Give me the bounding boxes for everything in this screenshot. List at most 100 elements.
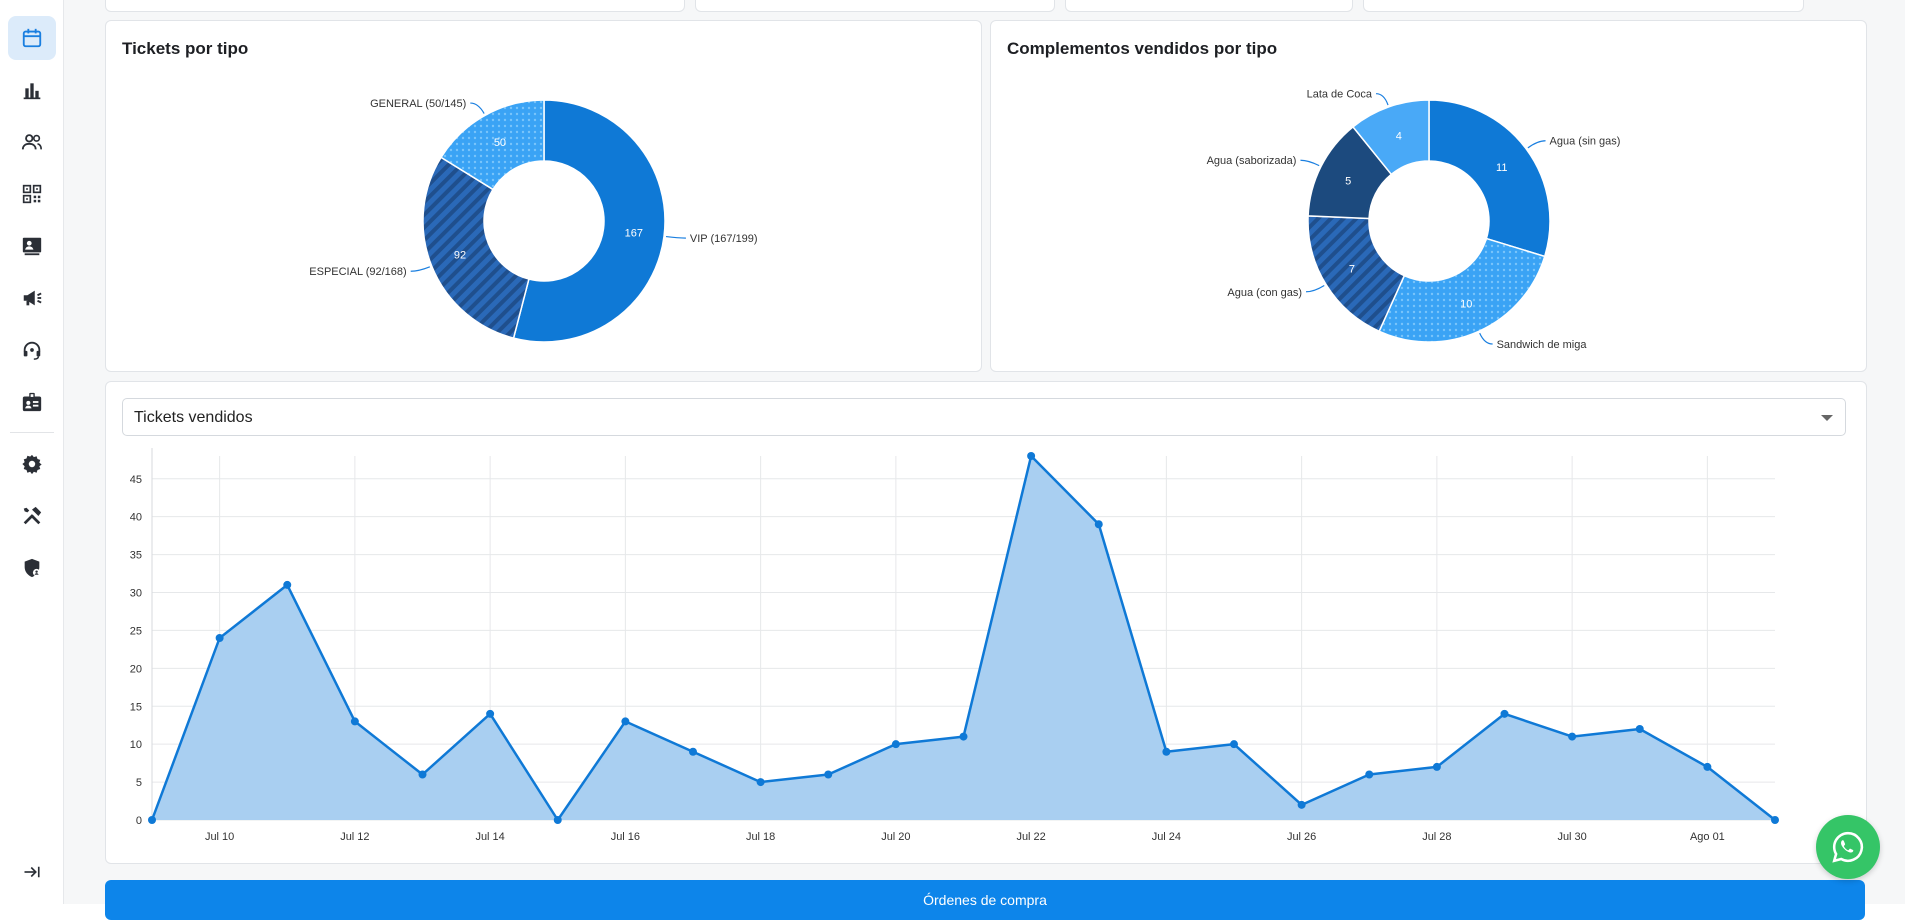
sidebar-item-users[interactable] — [8, 120, 56, 164]
badge-icon — [22, 392, 42, 412]
data-point[interactable] — [215, 634, 224, 642]
data-point[interactable] — [1094, 520, 1103, 529]
sidebar-item-stats[interactable] — [8, 68, 56, 112]
sidebar-item-settings[interactable] — [8, 442, 56, 486]
x-tick-label: Jul 24 — [1152, 831, 1181, 843]
sidebar-item-support[interactable] — [8, 328, 56, 372]
collapse-arrow-icon — [24, 866, 40, 878]
x-tick-label: Jul 22 — [1016, 831, 1045, 843]
y-tick-label: 45 — [130, 474, 142, 486]
slice-leader-line — [1527, 140, 1546, 149]
donut-slice[interactable] — [422, 156, 530, 340]
summary-card — [1363, 0, 1804, 12]
slice-label: ESPECIAL (92/168) — [309, 266, 406, 278]
data-point[interactable] — [1162, 747, 1171, 756]
slice-label: Agua (sin gas) — [1550, 136, 1621, 148]
data-point[interactable] — [486, 709, 495, 718]
data-point[interactable] — [1635, 725, 1644, 733]
whatsapp-icon — [1832, 831, 1864, 863]
sidebar-item-campaigns[interactable] — [8, 276, 56, 320]
y-tick-label: 40 — [130, 512, 142, 524]
x-tick-label: Ago 01 — [1690, 831, 1725, 843]
sidebar-item-qr[interactable] — [8, 172, 56, 216]
gear-icon — [22, 454, 42, 475]
donut-slice[interactable] — [440, 99, 545, 191]
slice-label: Agua (saborizada) — [1207, 155, 1297, 167]
tickets-by-type-donut: 167 VIP (167/199) 92 ESPECIAL (92/168) 50 GEN… — [309, 98, 758, 343]
sales-chart-card: Tickets vendidos 0 5 10 15 20 25 30 35 40 45 Jul 1… — [105, 381, 1867, 864]
slice-leader-line — [1479, 332, 1493, 345]
slice-value-label: 11 — [1496, 162, 1507, 174]
slice-label: GENERAL (50/145) — [370, 98, 466, 110]
data-point[interactable] — [1365, 770, 1374, 779]
data-point[interactable] — [756, 778, 765, 787]
chart-metric-select[interactable]: Tickets vendidos — [122, 398, 1846, 436]
slice-value-label: 10 — [1460, 298, 1472, 310]
donut-slice[interactable] — [1351, 99, 1430, 176]
data-point[interactable] — [283, 580, 292, 589]
x-tick-label: Jul 16 — [611, 831, 640, 843]
slice-value-label: 7 — [1349, 263, 1355, 275]
data-point[interactable] — [1230, 740, 1238, 749]
sidebar-item-calendar[interactable] — [8, 16, 56, 60]
slice-leader-line — [665, 235, 686, 239]
donut-slice[interactable] — [1378, 237, 1546, 343]
whatsapp-button[interactable] — [1816, 815, 1880, 879]
data-point[interactable] — [553, 816, 562, 824]
y-tick-label: 5 — [136, 777, 142, 789]
x-tick-label: Jul 14 — [475, 831, 504, 843]
slice-value-label: 167 — [625, 227, 643, 239]
data-point[interactable] — [689, 747, 697, 756]
slice-label: Sandwich de miga — [1497, 339, 1588, 351]
series-area — [152, 456, 1775, 820]
purchase-orders-button[interactable]: Órdenes de compra — [105, 880, 1865, 920]
chevron-down-icon — [1821, 415, 1833, 421]
data-point[interactable] — [148, 816, 156, 824]
x-tick-label: Jul 30 — [1557, 831, 1586, 843]
slice-leader-line — [1300, 159, 1320, 167]
data-point[interactable] — [418, 770, 427, 779]
slice-label: VIP (167/199) — [690, 233, 758, 245]
data-point[interactable] — [350, 717, 359, 726]
tickets-by-type-card: Tickets por tipo 167 VIP (167/199) 92 ESPEC… — [105, 20, 982, 372]
users-icon — [21, 134, 42, 150]
x-tick-label: Jul 26 — [1287, 831, 1316, 843]
x-tick-label: Jul 18 — [746, 831, 775, 843]
donut-slice[interactable] — [1428, 99, 1551, 258]
sidebar-collapse-button[interactable] — [8, 850, 56, 894]
sidebar-item-security[interactable] — [8, 546, 56, 590]
y-tick-label: 35 — [130, 550, 142, 562]
y-tick-label: 30 — [130, 588, 142, 600]
data-point[interactable] — [1027, 452, 1036, 460]
data-point[interactable] — [1568, 732, 1577, 741]
data-point[interactable] — [1771, 816, 1779, 824]
sidebar-item-tools[interactable] — [8, 494, 56, 538]
data-point[interactable] — [1500, 709, 1509, 718]
calendar-icon — [22, 28, 42, 48]
sidebar-item-badges[interactable] — [8, 380, 56, 424]
data-point[interactable] — [1703, 762, 1712, 771]
tools-icon — [23, 506, 42, 525]
sidebar-item-contacts[interactable] — [8, 224, 56, 268]
slice-leader-line — [470, 102, 485, 114]
tickets-sold-area-chart: 0 5 10 15 20 25 30 35 40 45 Jul 10 Jul 12 Jul 14 Jul … — [130, 448, 1779, 843]
summary-card — [695, 0, 1055, 12]
slice-leader-line — [1375, 93, 1389, 106]
slice-value-label: 4 — [1396, 131, 1402, 143]
x-tick-label: Jul 28 — [1422, 831, 1451, 843]
contact-card-icon — [22, 237, 42, 256]
sidebar-divider — [10, 432, 54, 433]
data-point[interactable] — [959, 732, 968, 741]
data-point[interactable] — [824, 770, 833, 779]
complements-by-type-card: Complementos vendidos por tipo 11 Agua (s… — [990, 20, 1867, 372]
y-tick-label: 25 — [130, 625, 142, 637]
slice-label: Agua (con gas) — [1227, 287, 1302, 299]
data-point[interactable] — [1432, 762, 1441, 771]
shield-user-icon — [24, 558, 41, 578]
data-point[interactable] — [891, 740, 900, 749]
support-headset-icon — [23, 341, 41, 360]
donut-slice[interactable] — [512, 99, 666, 343]
data-point[interactable] — [621, 717, 630, 726]
data-point[interactable] — [1297, 800, 1306, 809]
qr-code-icon — [22, 184, 42, 204]
